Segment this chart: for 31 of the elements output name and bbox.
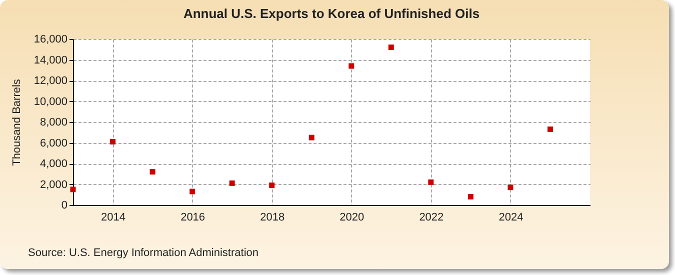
point — [150, 169, 156, 175]
x-tick-label: 2018 — [260, 212, 285, 224]
point — [229, 180, 235, 186]
source-note: Source: U.S. Energy Information Administration — [28, 247, 258, 259]
y-tick-label: 6,000 — [40, 137, 68, 150]
point — [190, 188, 196, 194]
y-tick-label: 4,000 — [40, 158, 68, 170]
y-tick-label: 10,000 — [34, 96, 68, 108]
x-tick-label: 2016 — [180, 212, 206, 224]
point — [308, 134, 314, 140]
chart-title: Annual U.S. Exports to Korea of Unfinished Oils — [183, 6, 480, 21]
point — [508, 184, 514, 190]
x-tick-label: 2022 — [419, 212, 444, 224]
y-tick-label: 2,000 — [40, 178, 68, 191]
x-tick-label: 2024 — [498, 212, 524, 224]
point — [547, 126, 553, 132]
y-tick-label: 8,000 — [40, 116, 68, 128]
point — [70, 186, 76, 192]
y-tick-label: 16,000 — [34, 34, 68, 46]
x-tick-label: 2014 — [101, 212, 126, 224]
point — [468, 194, 474, 200]
point — [348, 63, 354, 69]
y-tick-label: 0 — [61, 200, 68, 212]
point — [269, 182, 275, 188]
x-tick-label: 2020 — [340, 212, 364, 224]
y-axis-title: Thousand Barrels — [10, 78, 23, 166]
point — [388, 44, 394, 50]
y-tick-label: 14,000 — [34, 54, 68, 66]
y-tick-label: 12,000 — [34, 75, 68, 87]
point — [110, 138, 116, 144]
point — [428, 179, 434, 185]
